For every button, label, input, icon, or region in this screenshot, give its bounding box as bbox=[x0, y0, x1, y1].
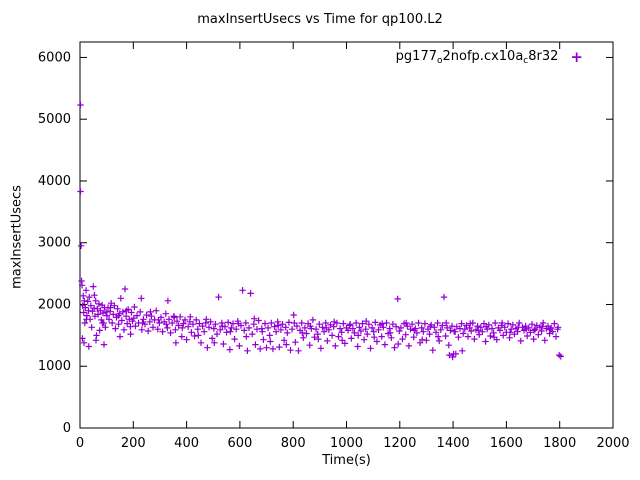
svg-text:3000: 3000 bbox=[38, 236, 71, 251]
svg-text:4000: 4000 bbox=[38, 174, 71, 189]
svg-text:800: 800 bbox=[281, 436, 306, 451]
svg-text:1400: 1400 bbox=[437, 436, 470, 451]
svg-text:1000: 1000 bbox=[330, 436, 363, 451]
svg-text:2000: 2000 bbox=[38, 297, 71, 312]
legend-series-label: pg177o2nofp.cx10ac8r32 bbox=[396, 49, 559, 66]
tick-labels: 0 200 400 600 800 1000 1200 1400 1600 1800 2000 0 10… bbox=[38, 50, 630, 451]
tick-marks bbox=[79, 42, 614, 429]
legend-plus-marker-icon: + bbox=[570, 48, 583, 66]
svg-text:400: 400 bbox=[174, 436, 199, 451]
scatter-points bbox=[77, 101, 564, 361]
svg-text:1600: 1600 bbox=[490, 436, 523, 451]
svg-text:0: 0 bbox=[63, 421, 71, 436]
legend-label-part-sub: o bbox=[437, 56, 443, 66]
legend: pg177o2nofp.cx10ac8r32 + bbox=[396, 49, 583, 66]
svg-text:1800: 1800 bbox=[543, 436, 576, 451]
svg-text:5000: 5000 bbox=[38, 112, 71, 127]
svg-text:1000: 1000 bbox=[38, 359, 71, 374]
plot-border bbox=[79, 41, 614, 429]
svg-text:600: 600 bbox=[227, 436, 252, 451]
svg-text:1200: 1200 bbox=[383, 436, 416, 451]
x-axis-label: Time(s) bbox=[322, 453, 371, 468]
svg-text:6000: 6000 bbox=[38, 50, 71, 65]
legend-label-part: pg177 bbox=[395, 49, 437, 64]
legend-label-part: 8r32 bbox=[528, 49, 559, 64]
legend-label-part: 2nofp.cx10a bbox=[442, 49, 524, 64]
svg-text:0: 0 bbox=[76, 436, 84, 451]
svg-text:200: 200 bbox=[121, 436, 146, 451]
legend-label-part-sub: c bbox=[523, 56, 529, 66]
svg-text:2000: 2000 bbox=[596, 436, 629, 451]
chart-title: maxInsertUsecs vs Time for qp100.L2 bbox=[197, 12, 443, 27]
